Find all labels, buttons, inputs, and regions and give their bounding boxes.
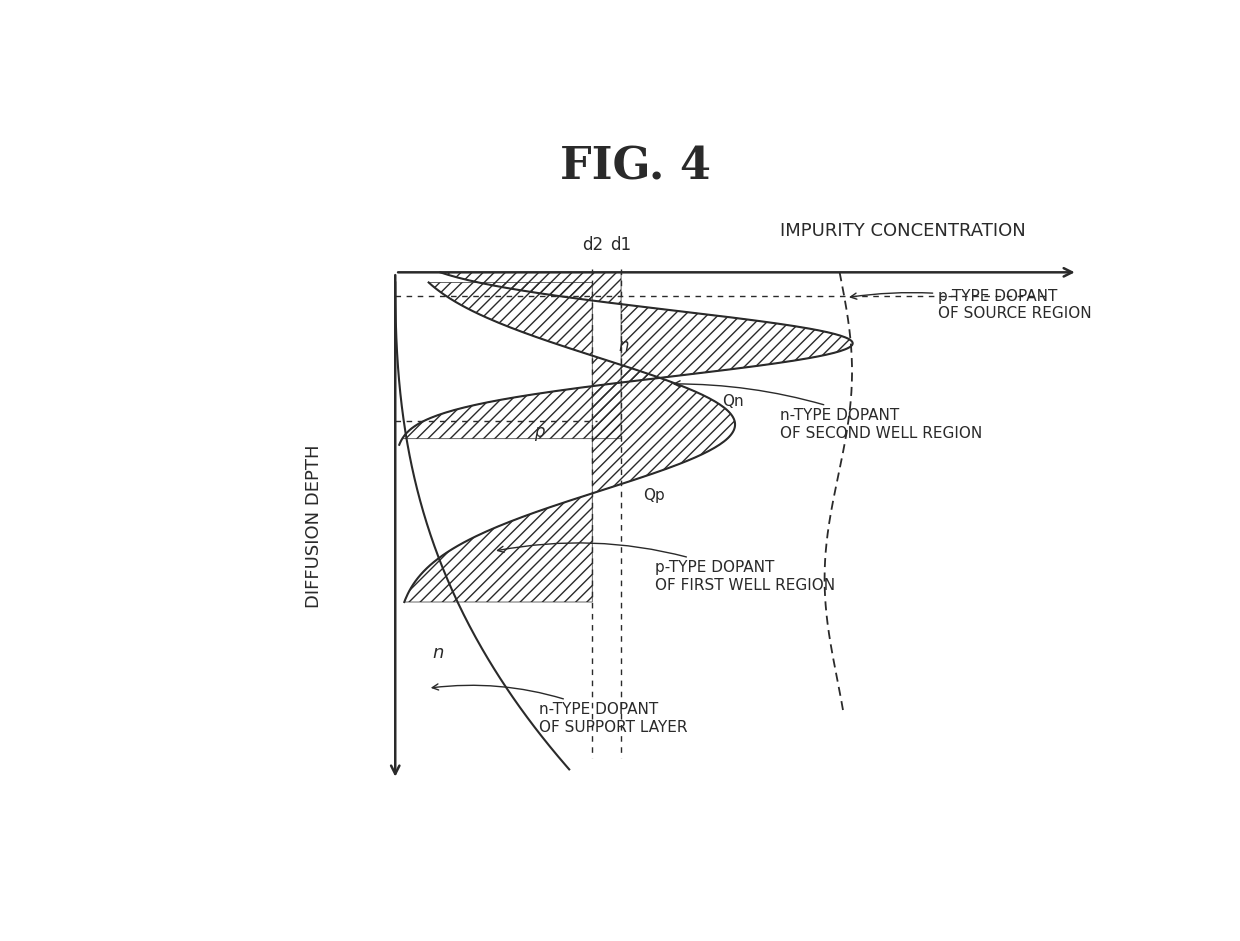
Text: p: p	[533, 423, 544, 441]
Text: Qp: Qp	[644, 488, 666, 503]
Text: d1: d1	[610, 236, 631, 254]
Text: Qn: Qn	[722, 394, 744, 409]
Text: n-TYPE DOPANT
OF SUPPORT LAYER: n-TYPE DOPANT OF SUPPORT LAYER	[433, 684, 688, 735]
Text: d2: d2	[582, 236, 603, 254]
Text: IMPURITY CONCENTRATION: IMPURITY CONCENTRATION	[780, 222, 1025, 240]
Text: DIFFUSION DEPTH: DIFFUSION DEPTH	[305, 444, 322, 608]
Text: p-TYPE DOPANT
OF SOURCE REGION: p-TYPE DOPANT OF SOURCE REGION	[851, 289, 1092, 322]
Text: p-TYPE DOPANT
OF FIRST WELL REGION: p-TYPE DOPANT OF FIRST WELL REGION	[497, 543, 835, 593]
Text: n: n	[433, 644, 444, 662]
Text: n: n	[619, 337, 629, 355]
Text: FIG. 4: FIG. 4	[560, 146, 711, 188]
Text: n-TYPE DOPANT
OF SECOND WELL REGION: n-TYPE DOPANT OF SECOND WELL REGION	[675, 381, 982, 440]
